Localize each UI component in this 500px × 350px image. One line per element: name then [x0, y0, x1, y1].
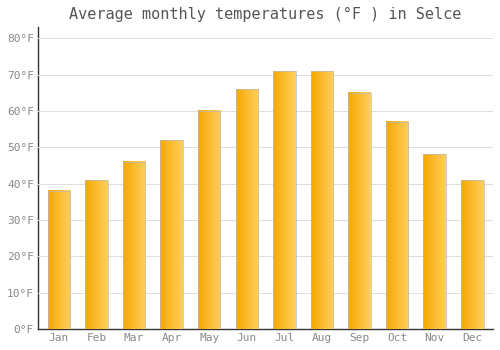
- Bar: [348, 93, 371, 329]
- Title: Average monthly temperatures (°F ) in Selce: Average monthly temperatures (°F ) in Se…: [70, 7, 462, 22]
- Bar: [273, 71, 295, 329]
- Bar: [85, 180, 108, 329]
- Bar: [461, 180, 483, 329]
- Bar: [386, 122, 408, 329]
- Bar: [424, 154, 446, 329]
- Bar: [122, 162, 146, 329]
- Bar: [198, 111, 220, 329]
- Bar: [310, 71, 334, 329]
- Bar: [160, 140, 183, 329]
- Bar: [48, 191, 70, 329]
- Bar: [236, 89, 258, 329]
